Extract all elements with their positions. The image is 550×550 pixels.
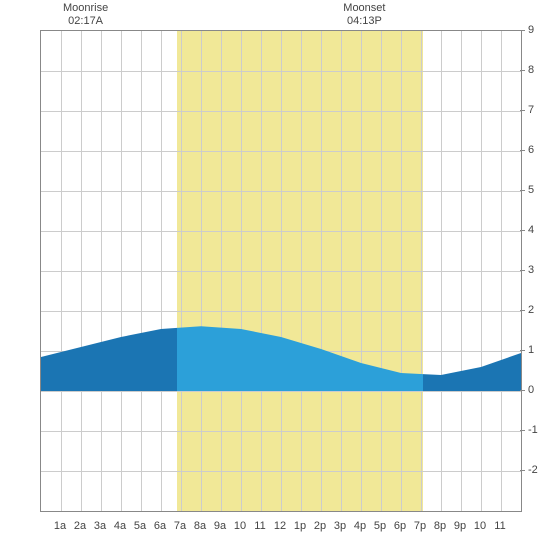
y-tick-mark: [520, 150, 525, 151]
header-title: Moonrise: [56, 2, 116, 15]
x-tick-label: 7a: [174, 520, 186, 532]
plot-area: [40, 30, 522, 512]
moonset-label: Moonset04:13P: [334, 2, 394, 28]
y-tick-label: 4: [528, 224, 534, 236]
y-tick-mark: [520, 190, 525, 191]
x-tick-label: 8p: [434, 520, 446, 532]
header-value: 02:17A: [56, 15, 116, 28]
tide-curve: [41, 31, 521, 511]
x-tick-label: 9a: [214, 520, 226, 532]
y-tick-mark: [520, 270, 525, 271]
y-tick-label: 2: [528, 304, 534, 316]
x-tick-label: 10: [474, 520, 486, 532]
x-tick-label: 10: [234, 520, 246, 532]
y-tick-label: -2: [528, 464, 538, 476]
y-tick-label: 9: [528, 24, 534, 36]
y-tick-mark: [520, 70, 525, 71]
y-tick-mark: [520, 350, 525, 351]
y-tick-mark: [520, 30, 525, 31]
header-title: Moonset: [334, 2, 394, 15]
y-tick-label: 8: [528, 64, 534, 76]
y-tick-mark: [520, 430, 525, 431]
x-tick-label: 4a: [114, 520, 126, 532]
x-tick-label: 3p: [334, 520, 346, 532]
x-tick-label: 2a: [74, 520, 86, 532]
x-tick-label: 7p: [414, 520, 426, 532]
x-tick-label: 11: [254, 520, 265, 532]
y-tick-label: 1: [528, 344, 534, 356]
tide-chart-container: -2-101234567891a2a3a4a5a6a7a8a9a1011121p…: [0, 0, 550, 550]
y-tick-label: -1: [528, 424, 538, 436]
x-tick-label: 3a: [94, 520, 106, 532]
x-tick-label: 5a: [134, 520, 146, 532]
x-tick-label: 6p: [394, 520, 406, 532]
y-tick-mark: [520, 230, 525, 231]
x-tick-label: 6a: [154, 520, 166, 532]
y-tick-mark: [520, 470, 525, 471]
x-tick-label: 4p: [354, 520, 366, 532]
x-tick-label: 11: [494, 520, 505, 532]
x-tick-label: 5p: [374, 520, 386, 532]
moonrise-label: Moonrise02:17A: [56, 2, 116, 28]
x-tick-label: 1a: [54, 520, 66, 532]
y-tick-mark: [520, 310, 525, 311]
y-tick-label: 5: [528, 184, 534, 196]
y-tick-label: 7: [528, 104, 534, 116]
y-tick-label: 3: [528, 264, 534, 276]
y-tick-label: 6: [528, 144, 534, 156]
header-value: 04:13P: [334, 15, 394, 28]
x-tick-label: 9p: [454, 520, 466, 532]
x-tick-label: 1p: [294, 520, 306, 532]
y-tick-mark: [520, 110, 525, 111]
y-tick-label: 0: [528, 384, 534, 396]
y-tick-mark: [520, 390, 525, 391]
x-tick-label: 12: [274, 520, 286, 532]
x-tick-label: 2p: [314, 520, 326, 532]
x-tick-label: 8a: [194, 520, 206, 532]
